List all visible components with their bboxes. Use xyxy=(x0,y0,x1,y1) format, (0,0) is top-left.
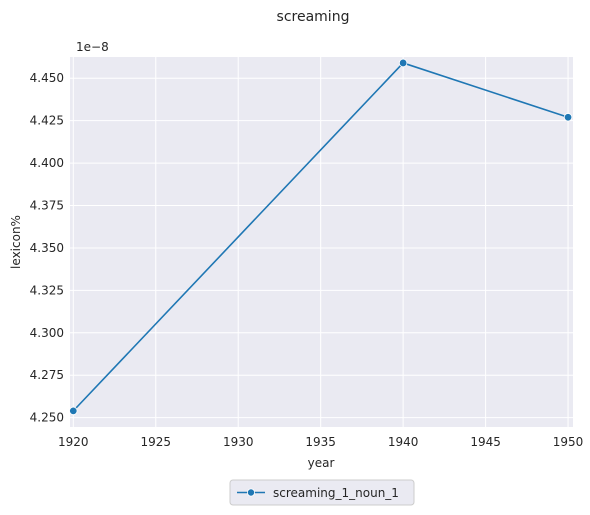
y-tick-label: 4.275 xyxy=(30,368,64,382)
y-tick-label: 4.350 xyxy=(30,241,64,255)
legend-entry-label: screaming_1_noun_1 xyxy=(273,486,399,500)
plot-area xyxy=(70,57,573,427)
y-tick-label: 4.450 xyxy=(30,71,64,85)
series-group xyxy=(69,58,573,416)
y-tick-label: 4.300 xyxy=(30,326,64,340)
legend-marker-swatch xyxy=(246,488,255,497)
data-point xyxy=(398,58,408,68)
x-tick-label: 1920 xyxy=(58,435,89,449)
x-tick-label: 1945 xyxy=(470,435,501,449)
chart-title: screaming xyxy=(277,9,350,25)
data-point xyxy=(69,406,78,416)
grid-lines xyxy=(70,57,573,427)
x-tick-label: 1930 xyxy=(223,435,254,449)
y-tick-label: 4.375 xyxy=(30,199,64,213)
x-axis-label: year xyxy=(308,456,335,470)
x-tick-label: 1925 xyxy=(140,435,171,449)
data-point xyxy=(563,113,573,122)
y-axis-ticks: 4.250 4.275 4.300 4.325 4.350 4.375 4.400 4.425… xyxy=(30,71,64,424)
legend-box xyxy=(229,479,415,506)
x-tick-label: 1940 xyxy=(388,435,419,449)
x-tick-label: 1950 xyxy=(553,435,584,449)
y-tick-label: 4.425 xyxy=(30,114,64,128)
legend: screaming_1_noun_1 xyxy=(229,479,415,506)
y-axis-offset-label: 1e−8 xyxy=(76,40,109,54)
y-tick-label: 4.400 xyxy=(30,156,64,170)
x-tick-label: 1935 xyxy=(305,435,336,449)
y-tick-label: 4.325 xyxy=(30,283,64,297)
y-axis-label: lexicon% xyxy=(9,215,23,269)
x-axis-ticks: 1920 1925 1930 1935 1940 1945 1950 xyxy=(58,435,583,449)
y-tick-label: 4.250 xyxy=(30,411,64,425)
